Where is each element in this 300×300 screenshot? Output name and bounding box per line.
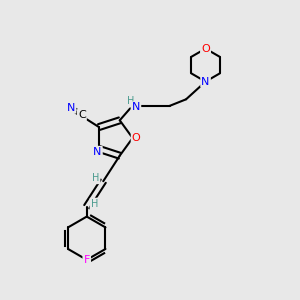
Text: H: H xyxy=(127,96,134,106)
Text: N: N xyxy=(201,76,210,87)
Text: N: N xyxy=(132,102,140,112)
Text: O: O xyxy=(132,133,141,143)
Text: O: O xyxy=(201,44,210,54)
Text: N: N xyxy=(93,147,102,157)
Text: F: F xyxy=(84,255,90,265)
Text: H: H xyxy=(92,173,99,183)
Text: C: C xyxy=(78,110,86,120)
Text: N: N xyxy=(67,103,75,112)
Text: H: H xyxy=(91,199,98,209)
